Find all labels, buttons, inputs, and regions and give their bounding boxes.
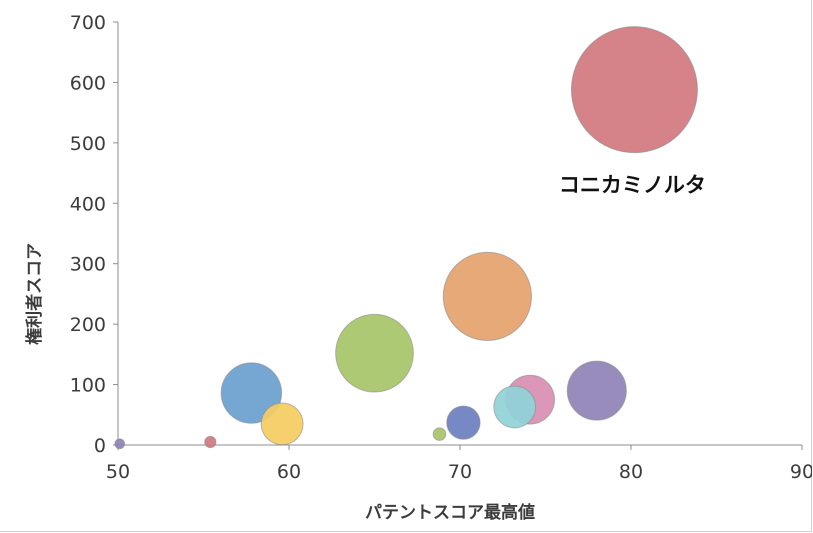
y-tick-label: 500	[70, 133, 106, 155]
labels-group: 0 100 200 300 400 500 600 700 50 60 70 80 90	[70, 12, 812, 483]
bubble	[446, 405, 481, 440]
y-tick-label: 300	[70, 254, 106, 276]
y-tick-label: 0	[94, 435, 106, 457]
x-tick-label: 70	[448, 461, 472, 483]
bubble	[493, 385, 537, 429]
bubble	[220, 362, 283, 424]
bubble	[114, 438, 126, 450]
axes-group	[113, 21, 803, 450]
x-tick-label: 60	[277, 461, 301, 483]
bubble	[566, 360, 627, 421]
bubble	[335, 313, 414, 393]
y-tick-label: 600	[70, 72, 106, 94]
bubble	[442, 251, 532, 341]
x-tick-label: 90	[790, 461, 812, 483]
y-tick-label: 200	[70, 314, 106, 336]
y-tick-label: 700	[70, 12, 106, 34]
annotation-label: コニカミノルタ	[559, 173, 706, 197]
bubble	[570, 26, 698, 154]
y-tick-label: 100	[70, 375, 106, 397]
x-axis-title: パテントスコア最高値	[365, 502, 535, 523]
y-tick-label: 400	[70, 193, 106, 215]
y-axis-title: 権利者スコア	[24, 243, 45, 345]
x-tick-label: 80	[619, 461, 643, 483]
x-tick-label: 50	[106, 461, 130, 483]
bubble	[260, 402, 304, 446]
bubble-group	[114, 26, 698, 450]
bubble	[432, 427, 447, 441]
bubble	[204, 435, 217, 449]
